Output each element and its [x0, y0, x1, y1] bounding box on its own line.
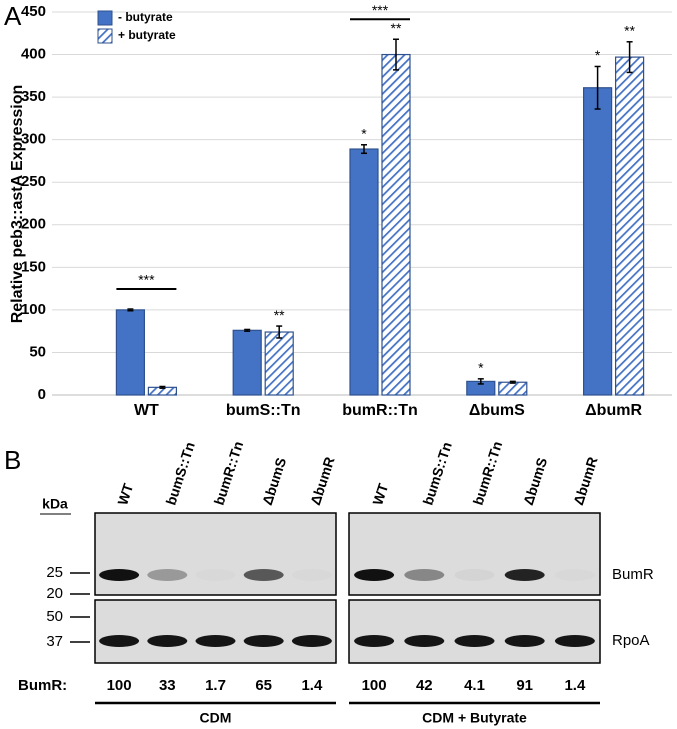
- x-tick-label: bumS::Tn: [226, 402, 301, 419]
- blot-panel: [94, 599, 337, 664]
- bar: [582, 87, 613, 396]
- panel-label: A: [4, 1, 22, 31]
- x-tick-label: ΔbumR: [585, 402, 642, 419]
- legend-label: - butyrate: [118, 10, 173, 24]
- x-tick-label: bumR::Tn: [342, 402, 418, 419]
- bar: [264, 331, 294, 396]
- bumr-band: [504, 569, 545, 581]
- rpoa-band: [195, 635, 236, 647]
- significance: **: [274, 307, 285, 323]
- significance: **: [624, 22, 635, 38]
- bumr-band: [196, 569, 236, 581]
- significance: **: [391, 20, 402, 36]
- group-label: CDM + Butyrate: [422, 710, 527, 726]
- x-tick-label: WT: [134, 402, 159, 419]
- significance: *: [361, 125, 367, 141]
- lane-label: ΔbumS: [520, 456, 550, 508]
- lane-label: bumR::Tn: [211, 439, 247, 507]
- legend-label: + butyrate: [118, 28, 176, 42]
- marker-label: 50: [46, 608, 63, 625]
- y-tick-label: 450: [21, 3, 46, 20]
- lane-label: bumR::Tn: [470, 439, 506, 507]
- band-label: BumR: [612, 566, 654, 583]
- lane-label: ΔbumR: [570, 455, 601, 507]
- bumr-band: [147, 569, 188, 581]
- rpoa-band: [404, 635, 445, 647]
- band-label: RpoA: [612, 632, 650, 649]
- quant-value: 1.4: [564, 677, 586, 694]
- quant-value: 91: [516, 677, 533, 694]
- y-tick-label: 250: [21, 173, 46, 190]
- lane-label: ΔbumR: [307, 455, 338, 507]
- bumr-band: [292, 569, 332, 581]
- rpoa-band: [99, 635, 140, 647]
- bar: [498, 381, 528, 396]
- x-tick-label: ΔbumS: [469, 402, 525, 419]
- bumr-band: [99, 569, 140, 581]
- bumr-band: [404, 569, 445, 581]
- legend-swatch: [97, 10, 113, 26]
- quant-value: 100: [362, 677, 387, 694]
- quant-value: 1.4: [301, 677, 323, 694]
- quant-value: 33: [159, 677, 176, 694]
- quant-value: 65: [255, 677, 272, 694]
- y-tick-label: 200: [21, 216, 46, 233]
- bar: [115, 309, 146, 396]
- bar: [349, 148, 379, 396]
- quant-value: 4.1: [464, 677, 485, 694]
- blot-panel: [94, 512, 337, 596]
- quant-value: 42: [416, 677, 433, 694]
- lane-label: ΔbumS: [259, 456, 289, 508]
- panel-label: B: [4, 445, 21, 475]
- rpoa-band: [504, 635, 545, 647]
- marker-label: 20: [46, 585, 63, 602]
- rpoa-band: [354, 635, 395, 647]
- blot-panel: [348, 512, 601, 596]
- rpoa-band: [291, 635, 332, 647]
- y-axis-label: Relative peb3::astA Expression: [9, 85, 26, 324]
- rpoa-band: [147, 635, 188, 647]
- bar: [381, 53, 411, 396]
- legend-swatch: [97, 28, 113, 44]
- y-tick-label: 350: [21, 88, 46, 105]
- lane-label: WT: [369, 481, 391, 507]
- marker-label: 25: [46, 564, 63, 581]
- bar: [232, 329, 262, 396]
- significance: ***: [138, 272, 155, 288]
- blot-panel: [348, 599, 601, 664]
- group-label: CDM: [200, 710, 232, 726]
- bumr-band: [555, 569, 595, 581]
- lane-label: bumS::Tn: [419, 440, 454, 507]
- quant-value: 100: [107, 677, 132, 694]
- bar: [614, 56, 645, 396]
- lane-label: WT: [114, 481, 136, 507]
- lane-label: bumS::Tn: [162, 440, 197, 507]
- y-tick-label: 400: [21, 46, 46, 63]
- quant-value: 1.7: [205, 677, 226, 694]
- rpoa-band: [454, 635, 495, 647]
- significance: *: [478, 360, 484, 376]
- bumr-band: [454, 569, 495, 581]
- y-tick-label: 100: [21, 301, 46, 318]
- y-tick-label: 0: [38, 386, 46, 403]
- bumr-band: [243, 569, 284, 581]
- rpoa-band: [554, 635, 595, 647]
- significance: ***: [372, 2, 389, 18]
- significance: *: [595, 47, 601, 63]
- y-tick-label: 150: [21, 258, 46, 275]
- marker-label: 37: [46, 633, 63, 650]
- rpoa-band: [243, 635, 284, 647]
- quant-label: BumR:: [18, 677, 67, 694]
- y-tick-label: 50: [29, 343, 46, 360]
- marker-unit: kDa: [42, 496, 68, 512]
- y-tick-label: 300: [21, 131, 46, 148]
- bumr-band: [354, 569, 395, 581]
